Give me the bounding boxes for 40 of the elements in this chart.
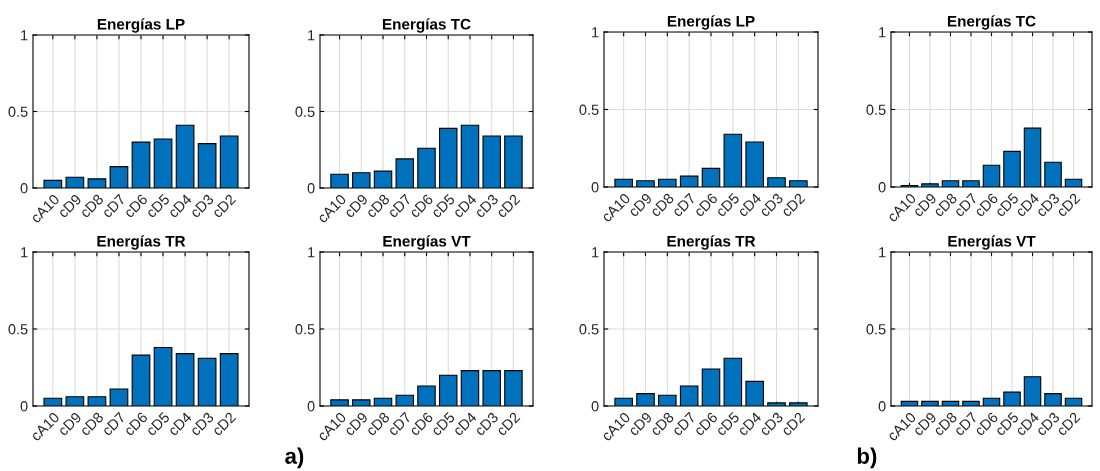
y-tick-label: 0.5 — [295, 106, 315, 117]
y-tick-label: 0 — [878, 401, 886, 412]
text: a) — [285, 447, 304, 469]
y-tick-label: 1 — [879, 27, 886, 38]
y-tick-label: 0.5 — [866, 324, 886, 335]
y-tick-label: 0.5 — [8, 106, 28, 117]
y-tick-label: 0.5 — [8, 324, 28, 335]
y-tick-label: 0 — [307, 401, 315, 412]
chart-title: Energías VT — [383, 235, 471, 250]
y-tick-label: 0 — [878, 182, 886, 193]
y-tick-label: 0.5 — [295, 324, 315, 335]
y-tick-label: 1 — [21, 30, 28, 41]
chart-title: Energías LP — [97, 18, 185, 33]
y-tick-label: 0 — [591, 182, 599, 193]
x-tick-label: cD6 — [693, 192, 719, 218]
chart-title: Energías TR — [97, 235, 186, 250]
y-tick-label: 0.5 — [579, 324, 599, 335]
x-tick-label: cD6 — [693, 411, 719, 437]
y-tick-label: 0 — [20, 183, 28, 194]
y-tick-label: 1 — [879, 247, 886, 258]
x-tick-label: cD6 — [123, 411, 149, 437]
x-tick-label: cD6 — [408, 411, 434, 437]
y-tick-label: 0.5 — [579, 104, 599, 115]
y-tick-label: 0 — [591, 401, 599, 412]
chart-title: Energías VT — [948, 235, 1036, 250]
y-tick-label: 1 — [592, 247, 599, 258]
y-tick-label: 1 — [308, 30, 315, 41]
y-tick-label: 1 — [592, 27, 599, 38]
chart-title: Energías TR — [667, 235, 756, 250]
y-tick-label: 1 — [308, 247, 315, 258]
text: b) — [857, 447, 877, 469]
y-tick-label: 0 — [307, 183, 315, 194]
y-tick-label: 1 — [21, 247, 28, 258]
chart-title: Energías TC — [382, 18, 471, 33]
chart-title: Energías LP — [667, 15, 755, 30]
chart-title: Energías TC — [947, 15, 1036, 30]
x-tick-label: cD6 — [408, 193, 434, 219]
y-tick-label: 0.5 — [866, 104, 886, 115]
x-tick-label: cD6 — [123, 193, 149, 219]
y-tick-label: 0 — [20, 401, 28, 412]
